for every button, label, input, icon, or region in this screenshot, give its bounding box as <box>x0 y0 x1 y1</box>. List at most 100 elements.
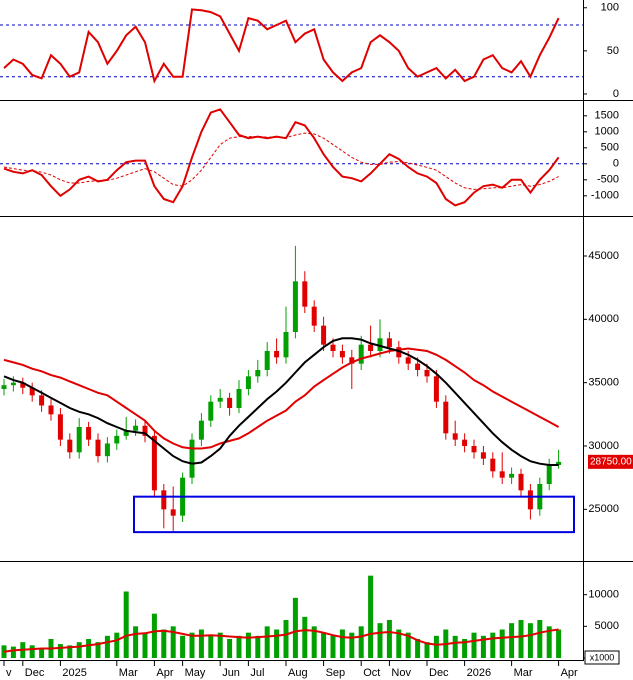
volume-bar <box>424 642 430 658</box>
candle-body <box>424 370 430 377</box>
candle-body <box>217 397 223 402</box>
volume-bar <box>39 648 45 658</box>
candle-body <box>161 490 167 510</box>
volume-bar <box>170 626 176 658</box>
candle-body <box>433 376 439 402</box>
candle-body <box>1 385 7 389</box>
volume-bar <box>217 632 223 658</box>
x-tick-label: Nov <box>391 667 411 679</box>
volume-bar <box>104 635 110 658</box>
x-tick-label: Dec <box>25 667 45 679</box>
y-tick-label: 1500 <box>595 110 619 122</box>
candle-body <box>104 443 110 457</box>
unit-box <box>584 650 620 665</box>
candle-body <box>490 458 496 472</box>
candle-body <box>452 433 458 440</box>
y-tick-label: 35000 <box>588 377 619 389</box>
candle-body <box>349 357 355 364</box>
last-price-label: 28750.00 <box>590 456 632 467</box>
candle-body <box>546 465 552 484</box>
signal-line <box>3 132 559 190</box>
volume-bar <box>349 632 355 658</box>
x-tick-label: Apr <box>156 667 173 679</box>
candle-body <box>151 435 157 491</box>
volume-bar <box>377 623 383 658</box>
volume-bar <box>180 635 186 658</box>
candle-body <box>245 376 251 389</box>
volume-bar <box>161 629 167 658</box>
candle-body <box>170 509 176 516</box>
volume-bar <box>208 635 214 658</box>
indicator-line <box>3 337 559 466</box>
candle-body <box>29 387 35 396</box>
candle-body <box>123 430 129 436</box>
y-tick-label: -1000 <box>591 190 619 202</box>
candle-body <box>302 281 308 307</box>
candle-body <box>255 370 261 377</box>
x-tick-label: 2026 <box>467 667 491 679</box>
candle-body <box>142 425 148 436</box>
highlight-box <box>133 495 575 534</box>
volume-bar <box>151 613 157 658</box>
volume-bar <box>452 635 458 658</box>
volume-bar <box>302 616 308 658</box>
indicator-line <box>3 108 560 207</box>
volume-bar <box>123 591 129 658</box>
candle-body <box>198 420 204 440</box>
y-tick-label: 500 <box>601 142 619 154</box>
candle-body <box>227 397 233 408</box>
candle-body <box>462 439 468 446</box>
candle-body <box>518 473 524 491</box>
candle-body <box>114 435 120 444</box>
candle-body <box>311 306 317 326</box>
indicator-line <box>3 8 560 84</box>
candle-body <box>236 389 242 408</box>
y-tick-label: 0 <box>613 88 619 100</box>
volume-bar <box>556 629 562 658</box>
volume-bar <box>57 644 63 658</box>
candle-body <box>556 461 562 465</box>
volume-bar <box>386 620 392 658</box>
volume-bar <box>227 639 233 658</box>
y-tick-label: 10000 <box>588 589 619 601</box>
x-tick-label: Sep <box>326 667 346 679</box>
volume-bar <box>114 632 120 658</box>
candle-body <box>386 338 392 348</box>
candle-body <box>48 405 54 415</box>
candle-body <box>39 395 45 406</box>
y-tick-label: 1000 <box>595 126 619 138</box>
volume-bar <box>433 635 439 658</box>
indicator-line <box>3 628 559 653</box>
candle-body <box>443 401 449 434</box>
volume-bar <box>509 623 515 658</box>
volume-bar <box>76 642 82 658</box>
candle-body <box>274 351 280 358</box>
candle-body <box>509 473 515 478</box>
y-tick-label: 30000 <box>588 440 619 452</box>
volume-bar <box>264 626 270 658</box>
candle-body <box>405 357 411 364</box>
candle-body <box>283 332 289 358</box>
volume-bar <box>292 597 298 658</box>
volume-bar <box>396 629 402 658</box>
candle-body <box>480 452 486 459</box>
x-tick-label: Jul <box>250 667 264 679</box>
x-tick-label: Dec <box>429 667 449 679</box>
x-tick-label: Oct <box>363 667 380 679</box>
y-tick-label: 0 <box>613 158 619 170</box>
volume-bar <box>330 635 336 658</box>
volume-bar <box>245 632 251 658</box>
candle-body <box>471 446 477 453</box>
y-tick-label: 45000 <box>588 250 619 262</box>
x-tick-label: Mar <box>514 667 533 679</box>
volume-bar <box>537 620 543 658</box>
candle-body <box>10 382 16 386</box>
candle-body <box>396 347 402 358</box>
volume-bar <box>471 632 477 658</box>
volume-bar <box>10 646 16 658</box>
candle-body <box>189 439 195 478</box>
candle-body <box>415 363 421 370</box>
candle-body <box>499 471 505 478</box>
volume-bar <box>198 629 204 658</box>
